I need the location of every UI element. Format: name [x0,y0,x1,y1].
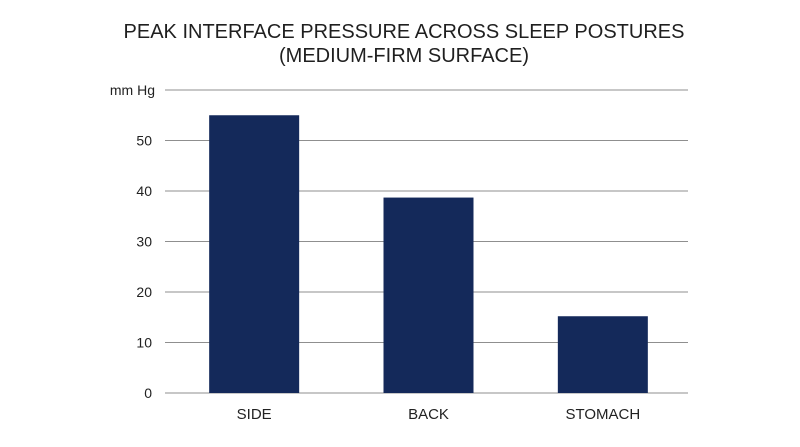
bars [209,115,648,393]
y-tick-labels: 0 10 20 30 40 50 [136,133,152,402]
bar-stomach [557,316,648,393]
chart-title-line-1: PEAK INTERFACE PRESSURE ACROSS SLEEP POS… [124,21,685,43]
y-tick-label: 30 [136,234,152,250]
y-tick-label: 0 [144,385,152,401]
x-category-label: BACK [408,406,449,423]
x-category-labels: SIDE BACK STOMACH [237,406,641,423]
y-tick-label: 50 [136,133,152,149]
y-tick-label: 40 [136,183,152,199]
y-tick-label: 20 [136,284,152,300]
bar-side [209,115,300,393]
chart-title-line-2: (MEDIUM-FIRM SURFACE) [279,45,529,67]
x-category-label: SIDE [237,406,272,423]
x-category-label: STOMACH [565,406,640,423]
y-tick-label: 10 [136,335,152,351]
y-axis-unit-label: mm Hg [110,82,155,98]
bar-back [383,197,474,393]
